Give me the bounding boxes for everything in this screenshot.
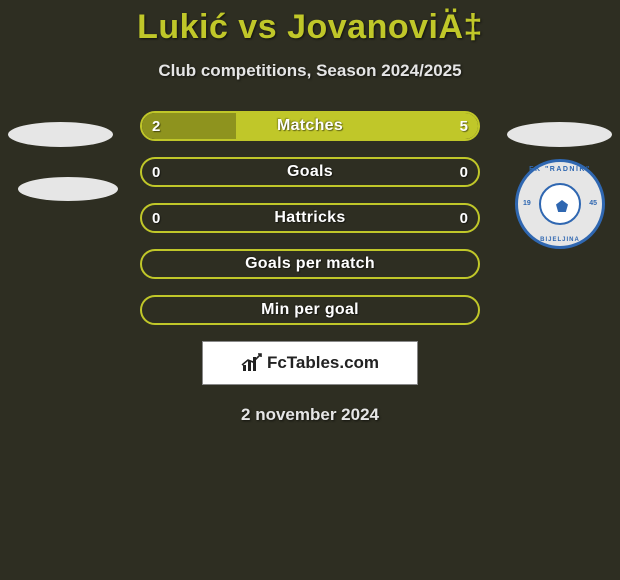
branding-text: FcTables.com [267,353,379,373]
stat-label: Goals [287,163,333,181]
branding-box[interactable]: FcTables.com [202,341,418,385]
footer-date: 2 november 2024 [0,405,620,425]
stat-value-right: 5 [460,118,468,135]
stat-row-min-per-goal: Min per goal [140,295,480,325]
subtitle: Club competitions, Season 2024/2025 [0,61,620,81]
stat-label: Goals per match [245,255,375,273]
stat-row-hattricks: 0 0 Hattricks [140,203,480,233]
stat-label: Hattricks [274,209,345,227]
stats-container: 2 5 Matches 0 0 Goals 0 0 Hattricks Goals per mat… [0,111,620,325]
page-title: Lukić vs JovanoviÄ‡ [0,0,620,47]
stat-row-goals: 0 0 Goals [140,157,480,187]
stat-value-left: 2 [152,118,160,135]
chart-icon [241,353,263,373]
stat-fill-right [236,113,478,139]
stat-row-goals-per-match: Goals per match [140,249,480,279]
stat-value-right: 0 [460,164,468,181]
stat-label: Matches [277,117,343,135]
stat-row-matches: 2 5 Matches [140,111,480,141]
stat-value-left: 0 [152,164,160,181]
stat-value-right: 0 [460,210,468,227]
stat-label: Min per goal [261,301,359,319]
stat-value-left: 0 [152,210,160,227]
